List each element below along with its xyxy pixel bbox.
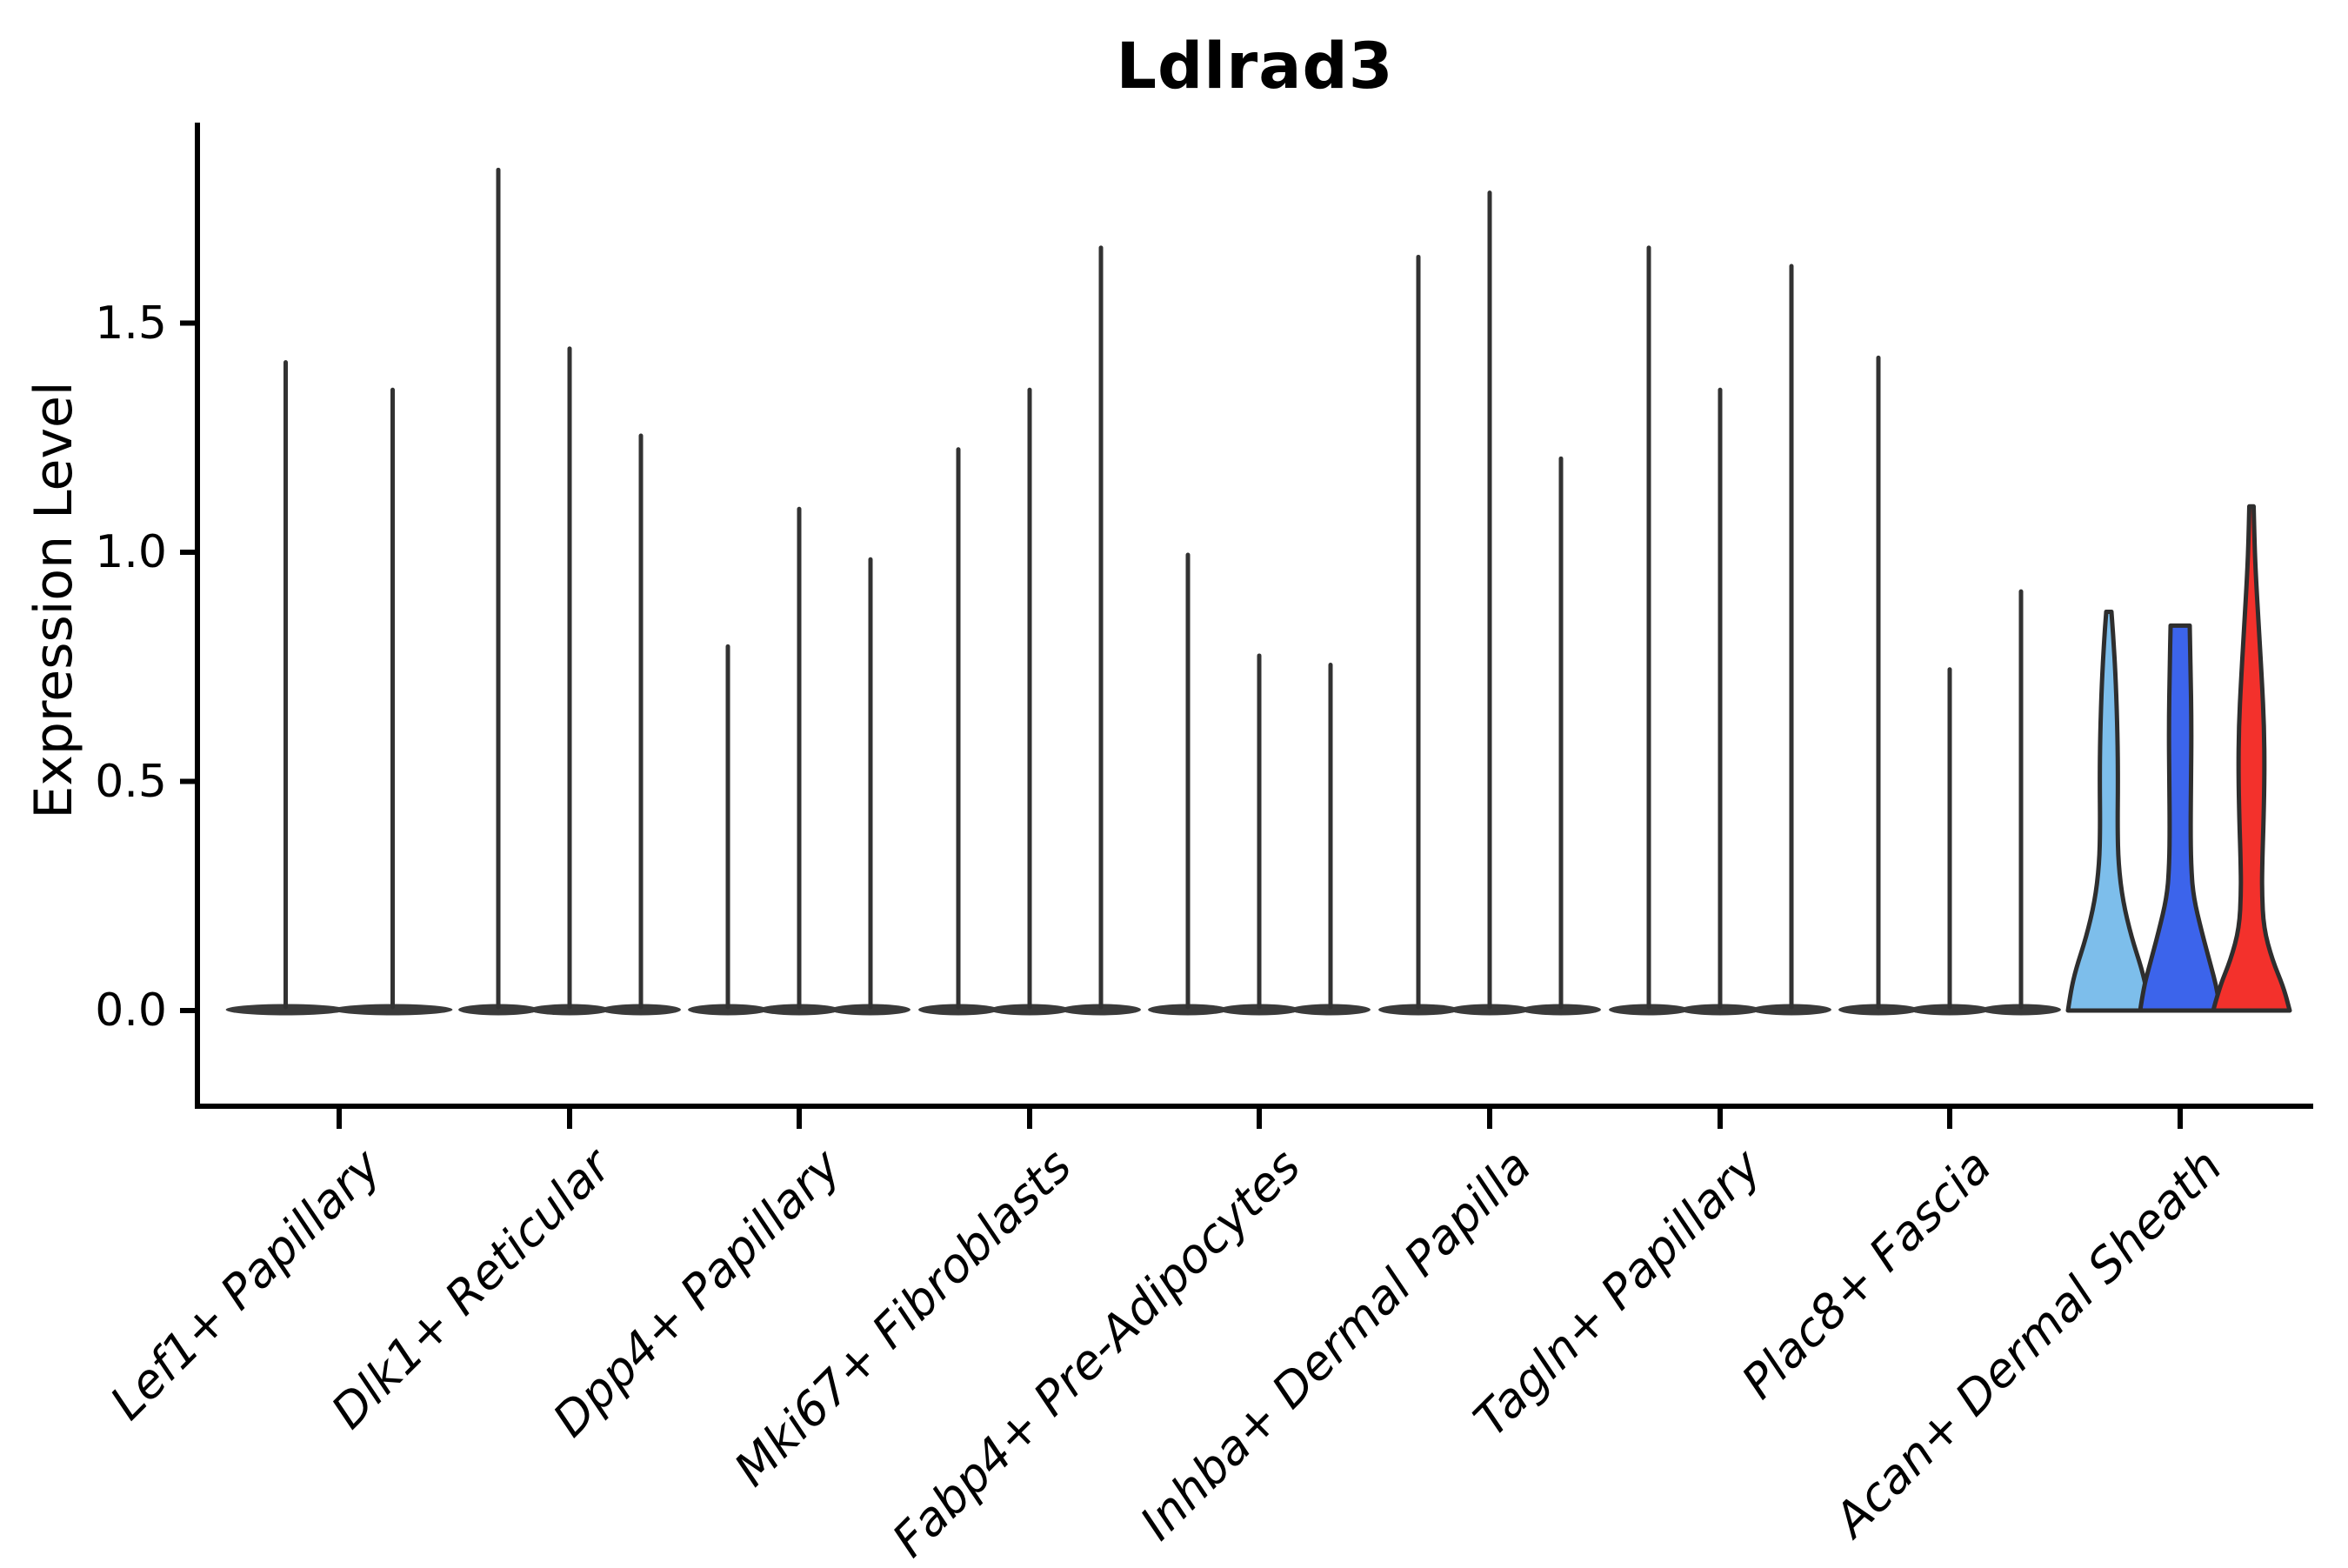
plot-title: Ldlrad3 <box>1116 30 1394 103</box>
violin-base <box>601 1004 681 1016</box>
violin-base <box>830 1004 911 1016</box>
violin-base <box>918 1004 998 1016</box>
violin-colored <box>2065 610 2152 1013</box>
axis-spines <box>195 123 2313 1109</box>
violin-base <box>1910 1004 1990 1016</box>
violin-base <box>1148 1004 1228 1016</box>
violin-base <box>1680 1004 1760 1016</box>
y-tick-label: 1.0 <box>95 526 167 578</box>
y-tick-label: 1.5 <box>95 297 167 350</box>
violin-colored <box>2211 504 2292 1013</box>
violin-base <box>1450 1004 1530 1016</box>
violin-base <box>225 1004 346 1016</box>
violin-base <box>1981 1004 2061 1016</box>
y-tick-label: 0.0 <box>95 984 167 1037</box>
violin-base <box>1751 1004 1831 1016</box>
y-tick-label: 0.5 <box>95 755 167 808</box>
y-axis-label: Expression Level <box>23 381 84 819</box>
violin-base <box>759 1004 839 1016</box>
violin-base <box>1521 1004 1601 1016</box>
violin-base <box>1609 1004 1689 1016</box>
violin-base <box>1219 1004 1299 1016</box>
violin-base <box>1378 1004 1458 1016</box>
violin-base <box>530 1004 610 1016</box>
violin-base <box>458 1004 538 1016</box>
violin-base <box>688 1004 768 1016</box>
violin-base <box>1838 1004 1918 1016</box>
violin-colored <box>2138 623 2223 1013</box>
violin-base <box>1291 1004 1371 1016</box>
violin-base <box>1061 1004 1141 1016</box>
violin-base <box>990 1004 1070 1016</box>
violin-base <box>332 1004 453 1016</box>
